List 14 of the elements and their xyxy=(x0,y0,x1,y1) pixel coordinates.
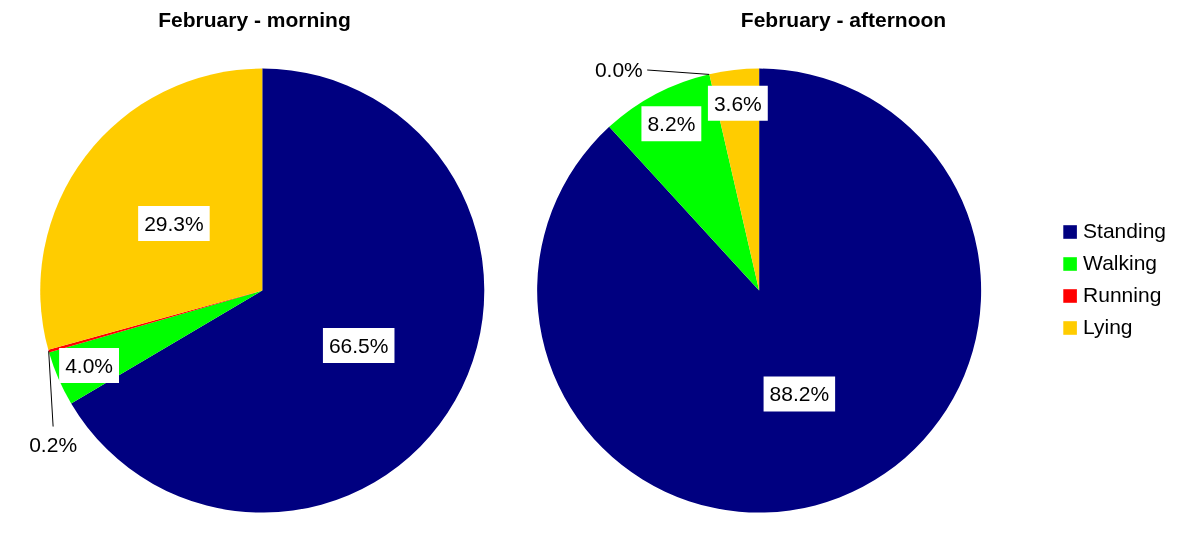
data-label: 3.6% xyxy=(713,91,762,115)
chart-title: February - morning xyxy=(158,7,351,31)
legend-label: Running xyxy=(1083,283,1162,307)
data-label: 88.2% xyxy=(769,382,830,406)
legend-label: Walking xyxy=(1083,251,1158,275)
data-label: 29.3% xyxy=(144,211,204,235)
legend-label: Lying xyxy=(1083,315,1133,339)
data-label: 66.5% xyxy=(328,334,389,358)
data-label: 4.0% xyxy=(65,353,114,377)
chart-title: February - afternoon xyxy=(740,7,947,31)
text: 0.0% xyxy=(594,58,643,82)
data-label: 0.2% xyxy=(29,433,78,457)
legend-label: Standing xyxy=(1083,219,1166,243)
data-label: 8.2% xyxy=(647,112,696,136)
